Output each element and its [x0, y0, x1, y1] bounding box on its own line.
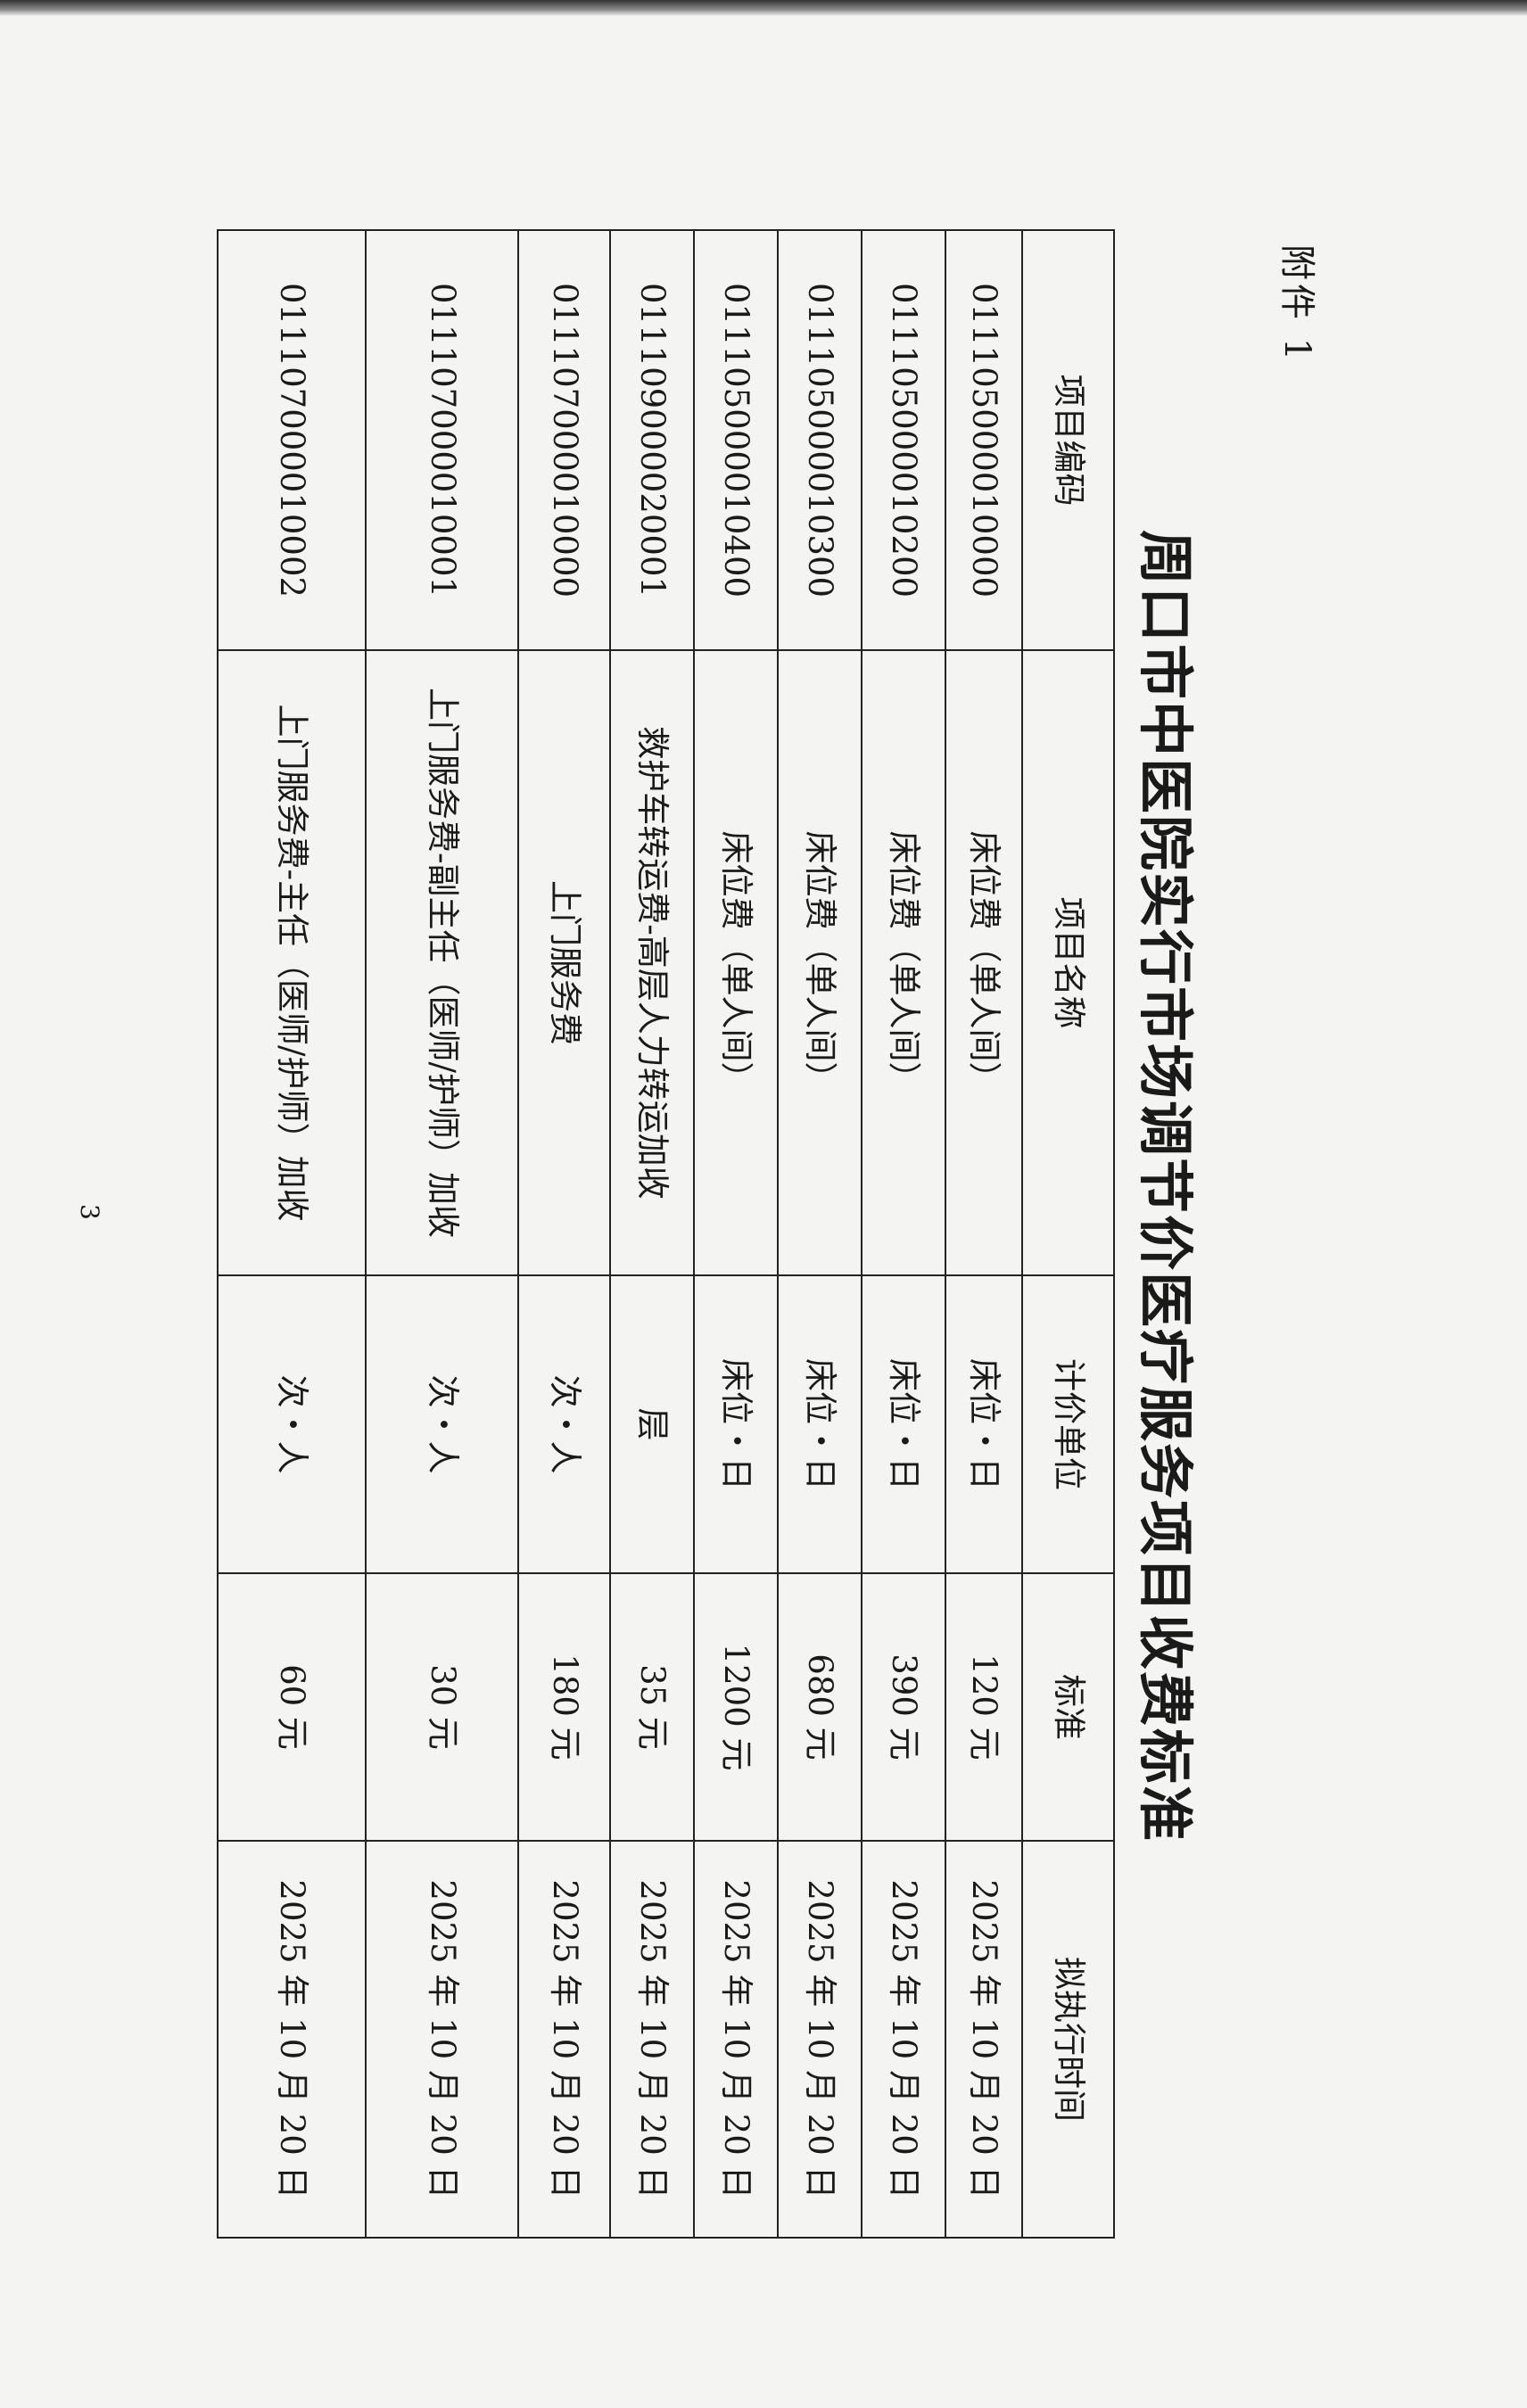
cell-name: 救护车转运费-高层人力转运加收: [610, 650, 694, 1275]
cell-code: 011107000010000: [518, 230, 610, 650]
cell-code: 011109000020001: [610, 230, 694, 650]
cell-unit: 床位・日: [778, 1275, 862, 1573]
cell-code: 011105000010200: [862, 230, 945, 650]
cell-price: 680 元: [778, 1573, 862, 1841]
scan-edge-shadow: [0, 0, 1527, 16]
cell-date: 2025 年 10 月 20 日: [610, 1841, 694, 2238]
cell-price: 35 元: [610, 1573, 694, 1841]
cell-price: 60 元: [218, 1573, 366, 1841]
cell-date: 2025 年 10 月 20 日: [945, 1841, 1022, 2238]
cell-code: 011107000010002: [218, 230, 366, 650]
cell-unit: 床位・日: [862, 1275, 945, 1573]
cell-price: 390 元: [862, 1573, 945, 1841]
cell-price: 120 元: [945, 1573, 1022, 1841]
cell-unit: 次・人: [366, 1275, 518, 1573]
table-row: 011109000020001 救护车转运费-高层人力转运加收层 35 元 2025 …: [610, 230, 694, 2238]
cell-date: 2025 年 10 月 20 日: [218, 1841, 366, 2238]
cell-unit: 床位・日: [694, 1275, 778, 1573]
cell-price: 180 元: [518, 1573, 610, 1841]
header-name: 项目名称: [1022, 650, 1114, 1275]
cell-date: 2025 年 10 月 20 日: [862, 1841, 945, 2238]
page-number: 3: [75, 1204, 104, 1220]
cell-name: 床位费（单人间）: [945, 650, 1022, 1275]
header-price: 标准: [1022, 1573, 1114, 1841]
cell-code: 011105000010300: [778, 230, 862, 650]
header-date: 拟执行时间: [1022, 1841, 1114, 2238]
cell-date: 2025 年 10 月 20 日: [366, 1841, 518, 2238]
cell-date: 2025 年 10 月 20 日: [694, 1841, 778, 2238]
cell-name: 上门服务费-主任（医师/护师）加收: [218, 650, 366, 1275]
table-row: 011105000010200 床位费（单人间） 床位・日 390 元 2025 年 1…: [862, 230, 945, 2238]
cell-price: 1200 元: [694, 1573, 778, 1841]
attachment-label: 附件 1: [1276, 244, 1317, 365]
header-code: 项目编码: [1022, 230, 1114, 650]
cell-name: 上门服务费-副主任（医师/护师）加收: [366, 650, 518, 1275]
cell-price: 30 元: [366, 1573, 518, 1841]
cell-name: 床位费（单人间）: [778, 650, 862, 1275]
table-header-row: 项目编码 项目名称 计价单位 标准 拟执行时间: [1022, 230, 1114, 2238]
cell-code: 011107000010001: [366, 230, 518, 650]
fee-table: 项目编码 项目名称 计价单位 标准 拟执行时间 011105000010000 床…: [217, 229, 1115, 2239]
table-row: 011107000010001 上门服务费-副主任（医师/护师）加收 次・人 30 元…: [366, 230, 518, 2238]
cell-unit: 次・人: [518, 1275, 610, 1573]
cell-name: 床位费（单人间）: [862, 650, 945, 1275]
table-row: 011107000010000 上门服务费 次・人 180 元 2025 年 10 月 …: [518, 230, 610, 2238]
cell-unit: 次・人: [218, 1275, 366, 1573]
cell-name: 床位费（单人间）: [694, 650, 778, 1275]
table-row: 011105000010000 床位费（单人间） 床位・日 120 元 2025 年 1…: [945, 230, 1022, 2238]
cell-code: 011105000010400: [694, 230, 778, 650]
cell-unit: 床位・日: [945, 1275, 1022, 1573]
cell-code: 011105000010000: [945, 230, 1022, 650]
cell-name: 上门服务费: [518, 650, 610, 1275]
document-title: 周口市中医院实行市场调节价医疗服务项目收费标准: [1133, 529, 1198, 1843]
table-row: 011105000010300 床位费（单人间） 床位・日 680 元 2025 年 1…: [778, 230, 862, 2238]
table-row: 011105000010400 床位费（单人间） 床位・日 1200 元 2025 年 …: [694, 230, 778, 2238]
header-unit: 计价单位: [1022, 1275, 1114, 1573]
cell-date: 2025 年 10 月 20 日: [518, 1841, 610, 2238]
cell-date: 2025 年 10 月 20 日: [778, 1841, 862, 2238]
cell-unit: 层: [610, 1275, 694, 1573]
